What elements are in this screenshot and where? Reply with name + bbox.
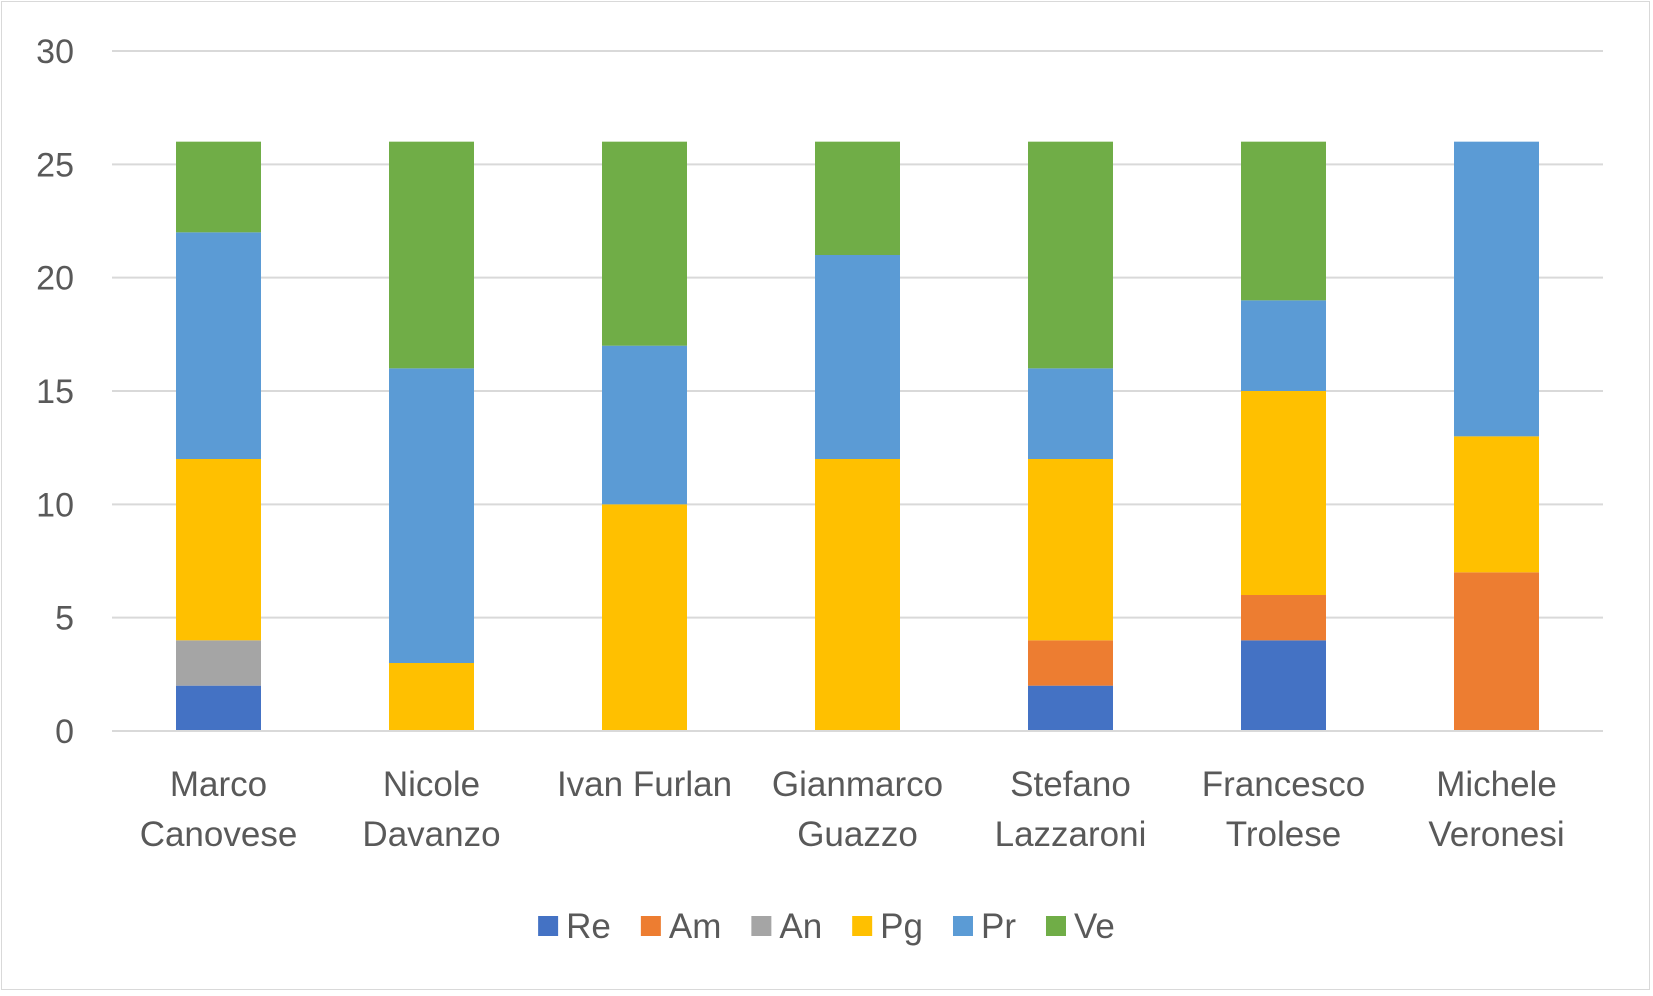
x-category-label: Marco Canovese [140,765,298,854]
bar-segment-am [1454,572,1539,731]
bar-segment-re [1028,685,1113,731]
bar-segment-ve [389,141,474,369]
bar-segment-pr [1028,368,1113,459]
legend-swatch-re [538,916,559,936]
bar-segment-pr [389,368,474,663]
legend: Re Am An Pg Pr Ve [538,907,1115,946]
legend-label-pr: Pr [981,907,1016,946]
x-category-label: Francesco Trolese [1202,765,1365,854]
y-tick-label: 0 [55,713,74,751]
bar-segment-am [1028,640,1113,686]
bar-segment-re [176,685,261,731]
bar-segment-pg [176,459,261,641]
bar-segment-pr [815,255,900,459]
x-category-label: Ivan Furlan [557,765,732,804]
bar-segment-pr [1454,141,1539,437]
y-tick-label: 20 [36,260,74,298]
bar-segment-ve [1028,141,1113,369]
bar-segment-pg [815,459,900,731]
bar-segment-pg [1241,391,1326,595]
y-tick-label: 10 [36,486,74,524]
bar-segment-pg [1454,436,1539,573]
bar-segment-ve [815,141,900,255]
bar-segment-ve [176,141,261,233]
y-tick-label: 5 [55,600,74,638]
legend-swatch-am [640,916,661,936]
bar-segment-pg [1028,459,1113,641]
legend-swatch-an [751,916,772,936]
bar-segment-am [1241,595,1326,641]
y-tick-label: 30 [36,33,74,71]
legend-swatch-pg [852,916,873,936]
bar-segment-ve [602,141,687,346]
bar-segment-pr [602,345,687,505]
x-category-labels: Marco Canovese Nicole Davanzo Ivan Furlan Gia… [140,765,1565,854]
x-category-label: Stefano Lazzaroni [995,765,1147,854]
x-category-label: Nicole Davanzo [362,765,500,854]
x-category-label: Gianmarco Guazzo [772,765,943,854]
bar-segment-pr [1241,300,1326,391]
legend-label-an: An [779,907,822,946]
legend-swatch-ve [1045,916,1066,936]
legend-label-ve: Ve [1074,907,1115,946]
bar-segment-pg [602,504,687,731]
bars [176,141,1539,731]
bar-segment-re [1241,640,1326,731]
bar-segment-ve [1241,141,1326,301]
y-tick-label: 25 [36,146,74,184]
bar-segment-pg [389,663,474,731]
y-tick-label: 15 [36,373,74,411]
y-tick-labels: 0 5 10 15 20 25 30 [36,33,74,751]
legend-label-re: Re [566,907,611,946]
bar-segment-pr [176,232,261,459]
bar-segment-an [176,640,261,686]
legend-label-pg: Pg [880,907,923,946]
x-category-label: Michele Veronesi [1428,765,1564,854]
legend-label-am: Am [669,907,722,946]
legend-swatch-pr [952,916,973,936]
